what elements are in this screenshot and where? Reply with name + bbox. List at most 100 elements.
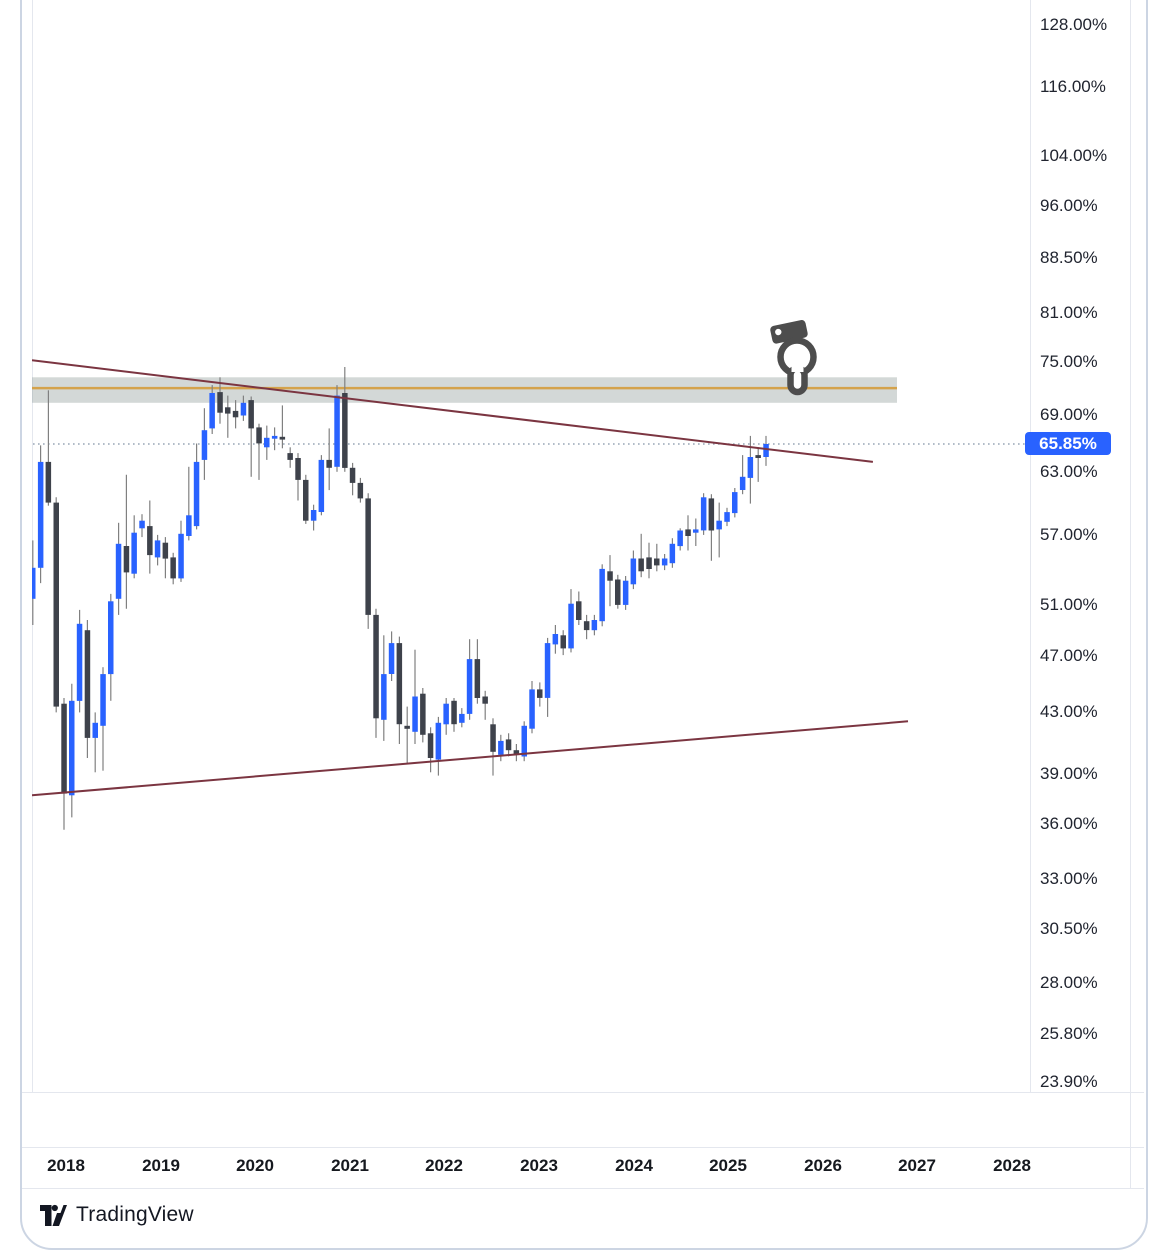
candle-body	[498, 740, 504, 755]
candle-body	[37, 461, 44, 568]
candle-body	[459, 713, 465, 723]
candle-body	[661, 558, 668, 566]
candle-body	[739, 476, 746, 490]
candle-body	[521, 725, 527, 757]
candle-body	[537, 689, 543, 698]
price-axis-label: 57.00%	[1040, 525, 1098, 544]
candle-body	[178, 533, 184, 579]
candle-body	[357, 482, 364, 499]
candle-body	[256, 427, 262, 444]
price-axis-label: 47.00%	[1040, 646, 1098, 665]
candle-body	[708, 498, 715, 531]
candle-body	[591, 620, 598, 631]
price-axis-label: 116.00%	[1040, 77, 1106, 96]
candle-body	[677, 530, 683, 547]
candle-body	[763, 444, 769, 457]
candle-body	[724, 512, 730, 522]
candle-body	[381, 674, 387, 720]
tradingview-logo[interactable]: TradingView	[40, 1203, 194, 1227]
candle-body	[716, 520, 722, 530]
candle-body	[622, 580, 629, 605]
time-axis-label: 2025	[709, 1156, 747, 1175]
candle-body	[435, 722, 442, 760]
candle-body	[225, 407, 231, 414]
candle-body	[420, 693, 426, 735]
candle-body	[638, 558, 644, 572]
descending-trendline[interactable]	[32, 359, 874, 463]
price-axis-label: 88.50%	[1040, 248, 1098, 267]
time-axis-label: 2022	[425, 1156, 463, 1175]
candle-body	[170, 557, 176, 579]
candle-body	[669, 543, 676, 564]
candle-body	[388, 643, 395, 674]
price-axis-label: 36.00%	[1040, 814, 1098, 833]
candle-body	[583, 621, 590, 631]
candle-body	[349, 467, 356, 483]
candle-body	[287, 453, 293, 460]
candle-body	[131, 532, 137, 574]
price-axis-label: 75.00%	[1040, 352, 1098, 371]
candle-body	[342, 393, 348, 468]
candle-body	[599, 568, 605, 622]
candlestick-chart-canvas[interactable]	[32, 0, 1030, 1092]
candle-body	[552, 634, 559, 645]
candle-body	[560, 635, 566, 649]
candle-body	[700, 497, 707, 531]
time-axis-label: 2026	[804, 1156, 842, 1175]
tradingview-logo-icon	[40, 1204, 67, 1226]
price-axis-label: 23.90%	[1040, 1072, 1098, 1091]
candle-body	[271, 435, 278, 439]
candle-body	[365, 498, 371, 615]
time-axis-label: 2023	[520, 1156, 558, 1175]
time-axis-label: 2018	[47, 1156, 85, 1175]
price-axis-label: 30.50%	[1040, 919, 1098, 938]
candle-body	[264, 437, 270, 448]
candle-body	[32, 567, 36, 599]
time-axis-top-border	[21, 1147, 1144, 1148]
price-axis-label: 63.00%	[1040, 462, 1098, 481]
ascending-trendline[interactable]	[32, 720, 909, 797]
candle-body	[568, 603, 574, 649]
candle-body	[76, 623, 83, 701]
candle-body	[162, 542, 169, 559]
price-axis-label: 39.00%	[1040, 764, 1098, 783]
candle-body	[61, 703, 67, 794]
candle-body	[466, 659, 473, 714]
candle-body	[154, 540, 161, 558]
price-axis-label: 25.80%	[1040, 1024, 1098, 1043]
candle-body	[427, 733, 434, 758]
price-axis-label: 96.00%	[1040, 196, 1098, 215]
time-axis-label: 2021	[331, 1156, 369, 1175]
candle-body	[248, 400, 254, 429]
candle-body	[576, 601, 582, 620]
price-axis-separator[interactable]	[1030, 0, 1031, 1092]
candle-body	[474, 659, 481, 698]
candle-body	[646, 557, 652, 569]
resistance-band[interactable]	[32, 377, 897, 403]
candle-body	[295, 458, 301, 480]
current-price-badge: 65.85%	[1025, 432, 1111, 455]
candle-body	[529, 689, 535, 729]
candle-body	[373, 614, 379, 719]
price-axis-label: 104.00%	[1040, 146, 1108, 165]
candle-body	[240, 402, 247, 416]
candle-body	[232, 410, 239, 418]
price-axis-label: 33.00%	[1040, 869, 1098, 888]
price-axis-label: 69.00%	[1040, 405, 1098, 424]
candle-body	[334, 395, 340, 467]
candle-body	[217, 392, 223, 413]
time-axis-label: 2020	[236, 1156, 274, 1175]
candle-body	[513, 750, 520, 755]
candle-body	[654, 558, 660, 566]
candle-body	[607, 571, 613, 581]
candle-body	[45, 461, 52, 503]
time-axis-label: 2019	[142, 1156, 180, 1175]
candle-body	[123, 546, 130, 573]
candle-body	[147, 526, 153, 556]
candle-body	[84, 630, 91, 738]
price-axis-label: 51.00%	[1040, 595, 1098, 614]
price-axis-right-border	[1130, 0, 1131, 1188]
pointing-down-hand-icon[interactable]	[764, 316, 830, 407]
candle-body	[451, 700, 457, 725]
candle-body	[747, 457, 754, 478]
